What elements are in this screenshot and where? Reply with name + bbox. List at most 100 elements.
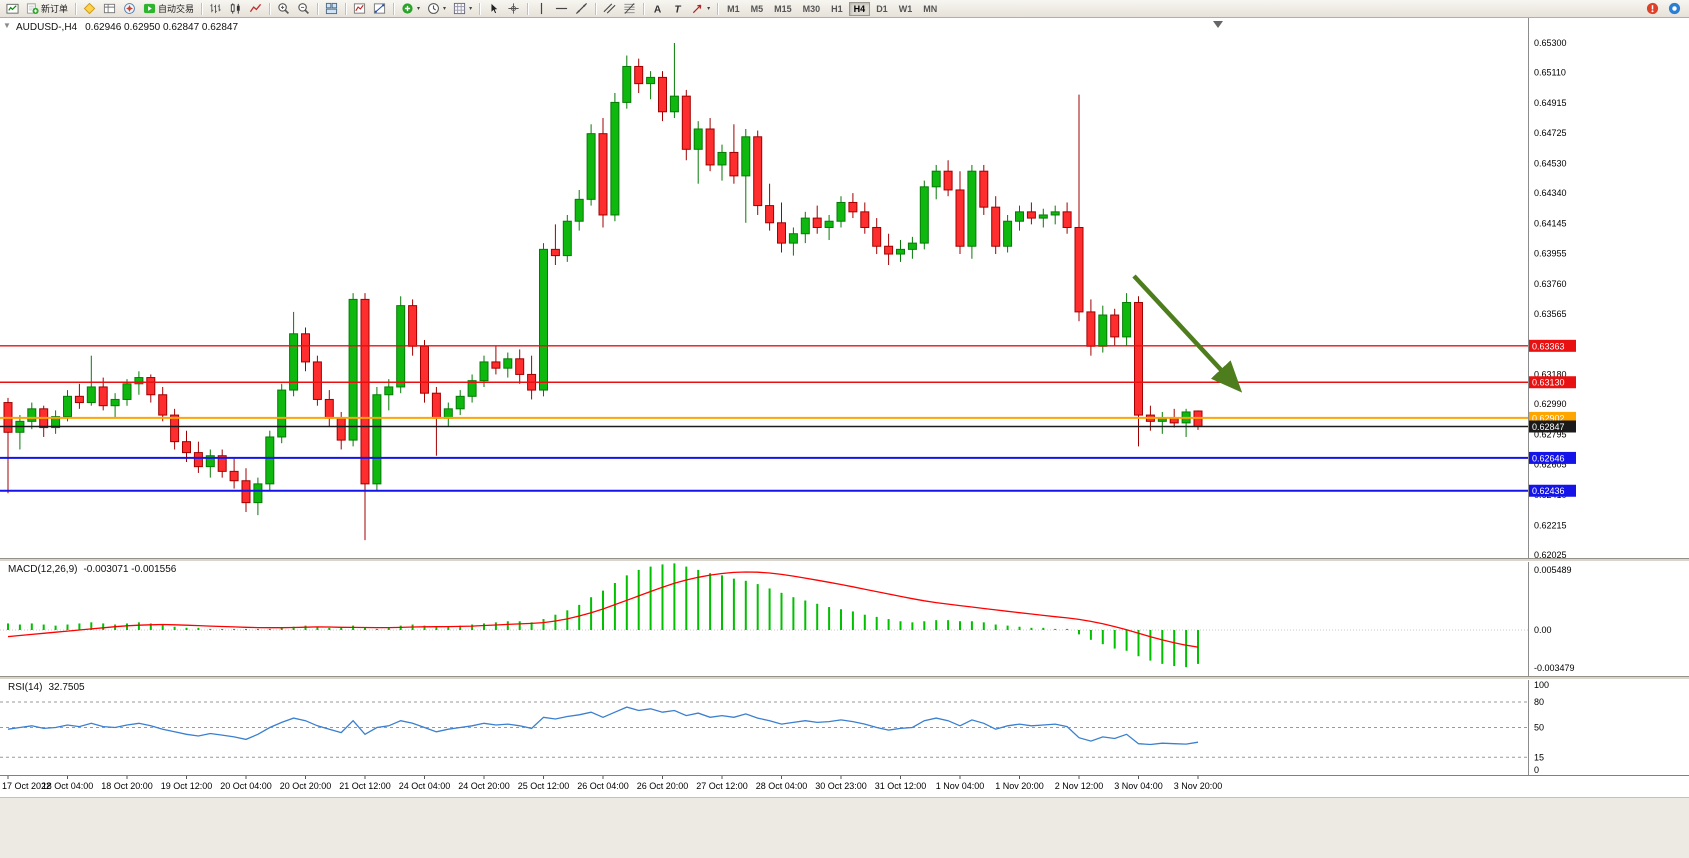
candles-layer: [3, 43, 1203, 541]
app-window-icon: [6, 2, 19, 15]
timeframe-h4-button[interactable]: H4: [848, 1, 871, 16]
svg-text:0.63955: 0.63955: [1534, 248, 1567, 258]
caret-down-icon: ▾: [469, 6, 473, 12]
navigator-button[interactable]: [120, 1, 139, 17]
objects-list-button[interactable]: [370, 1, 389, 17]
cursor-tool-button[interactable]: [484, 1, 503, 17]
notification-button[interactable]: [1643, 1, 1662, 17]
toolbar-separator: [717, 2, 719, 15]
candle-chart-icon: [229, 2, 242, 15]
svg-text:0.62215: 0.62215: [1534, 520, 1567, 530]
periods-clock-icon: [427, 2, 440, 15]
templates-button[interactable]: ▾: [450, 1, 475, 17]
navigator-icon: [123, 2, 136, 15]
rsi-pane[interactable]: 100 80 50 15 0 RSI(14) 32.7505: [0, 680, 1689, 775]
macd-pane[interactable]: 0.005489 0.00 -0.003479 MACD(12,26,9) -0.00…: [0, 562, 1689, 676]
timeframe-m5-button[interactable]: M5: [750, 3, 764, 14]
channel-tool-button[interactable]: [600, 1, 619, 17]
cursor-icon: [487, 2, 500, 15]
indicators-list-button[interactable]: [350, 1, 369, 17]
timeframe-w1-button[interactable]: W1: [898, 3, 913, 14]
zoom-in-button[interactable]: [274, 1, 293, 17]
trendline-tool-button[interactable]: [572, 1, 591, 17]
svg-text:28 Oct 04:00: 28 Oct 04:00: [756, 781, 808, 791]
label-tool-button[interactable]: T: [668, 1, 687, 17]
tile-windows-button[interactable]: [322, 1, 341, 17]
timeframe-d1-button[interactable]: D1: [876, 3, 888, 14]
svg-text:0.62605: 0.62605: [1534, 459, 1567, 469]
svg-text:0.64915: 0.64915: [1534, 98, 1567, 108]
svg-text:-0.003479: -0.003479: [1534, 663, 1575, 673]
pane-separator[interactable]: [0, 676, 1689, 680]
toolbar-separator: [75, 2, 77, 15]
svg-text:20 Oct 04:00: 20 Oct 04:00: [220, 781, 272, 791]
svg-text:0.64340: 0.64340: [1534, 188, 1567, 198]
svg-text:0.62436: 0.62436: [1532, 486, 1565, 496]
one-click-trading-toggle[interactable]: ▼: [3, 21, 11, 30]
time-axis[interactable]: 17 Oct 2022 18 Oct 04:00 18 Oct 20:00 19 Oc…: [0, 775, 1689, 797]
crosshair-icon: [507, 2, 520, 15]
autotrade-icon: [143, 2, 156, 15]
caret-down-icon: ▾: [707, 6, 711, 12]
macd-signal-line: [7, 571, 1199, 648]
community-button[interactable]: [1665, 1, 1684, 17]
toolbar-right: [1643, 1, 1686, 17]
candlestick-mode-button[interactable]: [226, 1, 245, 17]
line-chart-mode-button[interactable]: [246, 1, 265, 17]
zoom-in-icon: [277, 2, 290, 15]
add-indicator-button[interactable]: ▾: [398, 1, 423, 17]
new-order-button[interactable]: 新订单: [23, 1, 71, 17]
svg-text:20 Oct 20:00: 20 Oct 20:00: [280, 781, 332, 791]
vertical-line-tool-button[interactable]: [532, 1, 551, 17]
arrows-tool-button[interactable]: ▾: [688, 1, 713, 17]
price-tag-0.63363: 0.63363: [1529, 339, 1576, 352]
price-axis: 0.65300 0.65110 0.64915 0.64725 0.64530 0.643…: [1534, 38, 1567, 558]
rsi-label: RSI(14) 32.7505: [8, 682, 91, 693]
timeframe-m1-button[interactable]: M1: [727, 3, 740, 14]
chart-shift-marker[interactable]: [1213, 21, 1223, 28]
fibonacci-tool-button[interactable]: [620, 1, 639, 17]
trend-arrow-annotation[interactable]: [1132, 274, 1243, 393]
svg-text:0.62990: 0.62990: [1534, 399, 1567, 409]
main-chart-svg[interactable]: 0.65300 0.65110 0.64915 0.64725 0.64530 0.643…: [0, 18, 1689, 558]
svg-text:0.62902: 0.62902: [1532, 413, 1565, 423]
zoom-out-button[interactable]: [294, 1, 313, 17]
new-order-icon: [26, 2, 39, 15]
ohlc-label: 0.62946 0.62950 0.62847 0.62847: [85, 22, 239, 33]
crosshair-tool-button[interactable]: [504, 1, 523, 17]
svg-text:18 Oct 20:00: 18 Oct 20:00: [101, 781, 153, 791]
timeframe-m15-button[interactable]: M15: [774, 3, 792, 14]
timeframe-mn-button[interactable]: MN: [923, 3, 938, 14]
macd-label: MACD(12,26,9) -0.003071 -0.001556: [8, 564, 182, 575]
svg-text:0.64530: 0.64530: [1534, 158, 1567, 168]
horizontal-line-tool-button[interactable]: [552, 1, 571, 17]
fibonacci-icon: [623, 2, 636, 15]
templates-icon: [453, 2, 466, 15]
data-window-button[interactable]: [100, 1, 119, 17]
text-tool-button[interactable]: A: [648, 1, 667, 17]
macd-svg: 0.005489 0.00 -0.003479: [0, 562, 1575, 676]
price-tag-0.62646: 0.62646: [1529, 451, 1576, 464]
macd-name: MACD(12,26,9): [8, 564, 78, 575]
chart-window-button[interactable]: [3, 1, 22, 17]
alert-icon: [1646, 2, 1659, 15]
svg-text:0.62795: 0.62795: [1534, 430, 1567, 440]
toolbar-separator: [595, 2, 597, 15]
pane-separator[interactable]: [0, 558, 1689, 562]
community-icon: [1668, 2, 1681, 15]
market-watch-icon: [83, 2, 96, 15]
svg-text:24 Oct 04:00: 24 Oct 04:00: [399, 781, 451, 791]
text-tool-icon: A: [651, 2, 664, 15]
periods-button[interactable]: ▾: [424, 1, 449, 17]
toolbar-separator: [393, 2, 395, 15]
timeframe-m30-button[interactable]: M30: [802, 3, 821, 14]
rsi-line: [7, 706, 1199, 746]
autotrading-button[interactable]: 自动交易: [140, 1, 197, 17]
main-chart-pane[interactable]: 0.65300 0.65110 0.64915 0.64725 0.64530 0.643…: [0, 18, 1689, 558]
timeframe-h1-button[interactable]: H1: [831, 3, 843, 14]
channel-icon: [603, 2, 616, 15]
bar-chart-mode-button[interactable]: [206, 1, 225, 17]
market-watch-button[interactable]: [80, 1, 99, 17]
